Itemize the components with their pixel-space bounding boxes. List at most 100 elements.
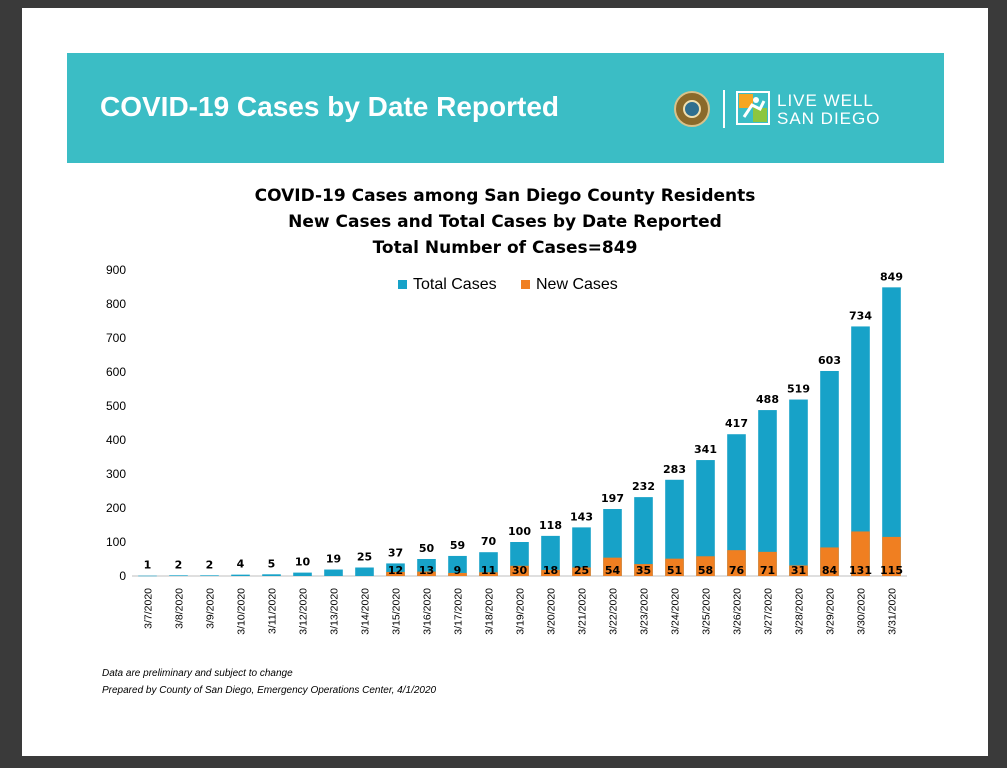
x-tick-label: 3/17/2020 xyxy=(453,588,465,635)
data-label-total: 70 xyxy=(481,535,497,548)
data-label-total: 2 xyxy=(206,558,214,571)
legend-swatch xyxy=(521,280,530,289)
bar-new xyxy=(417,571,436,576)
data-label-new: 54 xyxy=(605,564,621,577)
bar-total xyxy=(882,287,901,576)
data-label-new: 12 xyxy=(388,564,403,577)
bar-new xyxy=(479,572,498,576)
y-tick-label: 400 xyxy=(106,433,126,447)
chart-title-line1: COVID-19 Cases among San Diego County Re… xyxy=(254,186,756,206)
bar-total xyxy=(634,497,653,576)
x-tick-label: 3/25/2020 xyxy=(701,588,713,635)
x-tick-label: 3/9/2020 xyxy=(205,588,217,629)
data-label-new: 51 xyxy=(667,564,682,577)
data-label-total: 488 xyxy=(756,393,779,406)
y-tick-label: 300 xyxy=(106,467,126,481)
x-tick-label: 3/15/2020 xyxy=(391,588,403,635)
data-label-total: 59 xyxy=(450,539,465,552)
bar-total xyxy=(696,460,715,576)
x-tick-label: 3/24/2020 xyxy=(670,588,682,635)
logo-text-line1: LIVE WELL xyxy=(777,91,874,110)
data-label-total: 232 xyxy=(632,480,655,493)
x-tick-label: 3/20/2020 xyxy=(546,588,558,635)
logo-divider xyxy=(723,90,725,128)
bar-total xyxy=(138,575,157,577)
y-tick-label: 500 xyxy=(106,399,126,413)
bar-total xyxy=(789,399,808,576)
data-label-total: 5 xyxy=(268,557,276,570)
x-tick-label: 3/16/2020 xyxy=(422,588,434,635)
data-label-total: 519 xyxy=(787,383,810,396)
data-label-new: 71 xyxy=(760,564,775,577)
data-label-new: 76 xyxy=(729,564,745,577)
slide: COVID-19 Cases by Date Reported LIVE WEL… xyxy=(22,8,988,756)
x-tick-label: 3/13/2020 xyxy=(329,588,341,635)
bar-total xyxy=(262,574,281,576)
data-label-total: 603 xyxy=(818,354,841,367)
x-tick-label: 3/31/2020 xyxy=(887,588,899,635)
data-label-total: 734 xyxy=(849,309,872,322)
legend-swatch xyxy=(398,280,407,289)
data-label-new: 18 xyxy=(543,564,558,577)
x-tick-label: 3/21/2020 xyxy=(577,588,589,635)
x-tick-label: 3/8/2020 xyxy=(174,588,186,629)
x-tick-label: 3/19/2020 xyxy=(515,588,527,635)
x-tick-label: 3/30/2020 xyxy=(856,588,868,635)
bar-chart: 0 100 200 300 400 500 600 700 800 900 1 3/7/2020 2 3/… xyxy=(106,263,907,635)
data-label-total: 37 xyxy=(388,546,403,559)
data-label-total: 2 xyxy=(175,558,183,571)
bar-total xyxy=(572,527,591,576)
header-banner: COVID-19 Cases by Date Reported LIVE WEL… xyxy=(67,53,944,163)
county-seal-icon xyxy=(674,91,710,127)
bar-total xyxy=(541,535,560,576)
data-label-total: 50 xyxy=(419,542,435,555)
data-label-total: 143 xyxy=(570,510,593,523)
data-label-total: 100 xyxy=(508,525,531,538)
data-label-total: 849 xyxy=(880,270,903,283)
y-tick-label: 600 xyxy=(106,365,126,379)
bar-total xyxy=(820,370,839,576)
data-label-new: 25 xyxy=(574,564,589,577)
bar-new xyxy=(634,564,653,576)
data-label-total: 4 xyxy=(237,558,245,571)
x-tick-label: 3/18/2020 xyxy=(484,588,496,635)
bar-new xyxy=(758,551,777,576)
x-tick-label: 3/12/2020 xyxy=(298,588,310,635)
data-label-new: 35 xyxy=(636,564,651,577)
bar-total xyxy=(293,572,312,576)
bar-new xyxy=(882,536,901,576)
data-label-total: 19 xyxy=(326,553,341,566)
y-tick-label: 200 xyxy=(106,501,126,515)
bar-total xyxy=(851,326,870,576)
bar-total xyxy=(479,552,498,576)
banner-title: COVID-19 Cases by Date Reported xyxy=(100,91,560,122)
legend-label: Total Cases xyxy=(413,276,497,293)
data-label-total: 1 xyxy=(144,559,152,572)
data-label-new: 58 xyxy=(698,564,713,577)
data-label-new: 11 xyxy=(481,564,496,577)
bar-new xyxy=(696,556,715,576)
bar-new xyxy=(510,565,529,576)
data-label-new: 131 xyxy=(849,564,872,577)
x-tick-label: 3/11/2020 xyxy=(267,588,279,634)
bar-total xyxy=(231,574,250,576)
x-tick-label: 3/22/2020 xyxy=(608,588,620,635)
bar-new xyxy=(386,571,405,576)
data-label-total: 25 xyxy=(357,551,372,564)
bar-total xyxy=(324,569,343,576)
data-label-total: 283 xyxy=(663,463,686,476)
data-label-total: 417 xyxy=(725,417,748,430)
bar-new xyxy=(789,565,808,576)
bar-new xyxy=(572,567,591,576)
bar-total xyxy=(355,567,374,576)
bar-new xyxy=(603,557,622,576)
y-tick-label: 700 xyxy=(106,331,126,345)
y-tick-label: 100 xyxy=(106,535,126,549)
data-label-new: 30 xyxy=(512,564,528,577)
data-label-new: 31 xyxy=(791,564,806,577)
bar-total xyxy=(200,575,219,576)
x-tick-label: 3/27/2020 xyxy=(763,588,775,635)
y-tick-label: 0 xyxy=(119,569,126,583)
bar-new xyxy=(727,550,746,576)
bar-new xyxy=(820,547,839,576)
